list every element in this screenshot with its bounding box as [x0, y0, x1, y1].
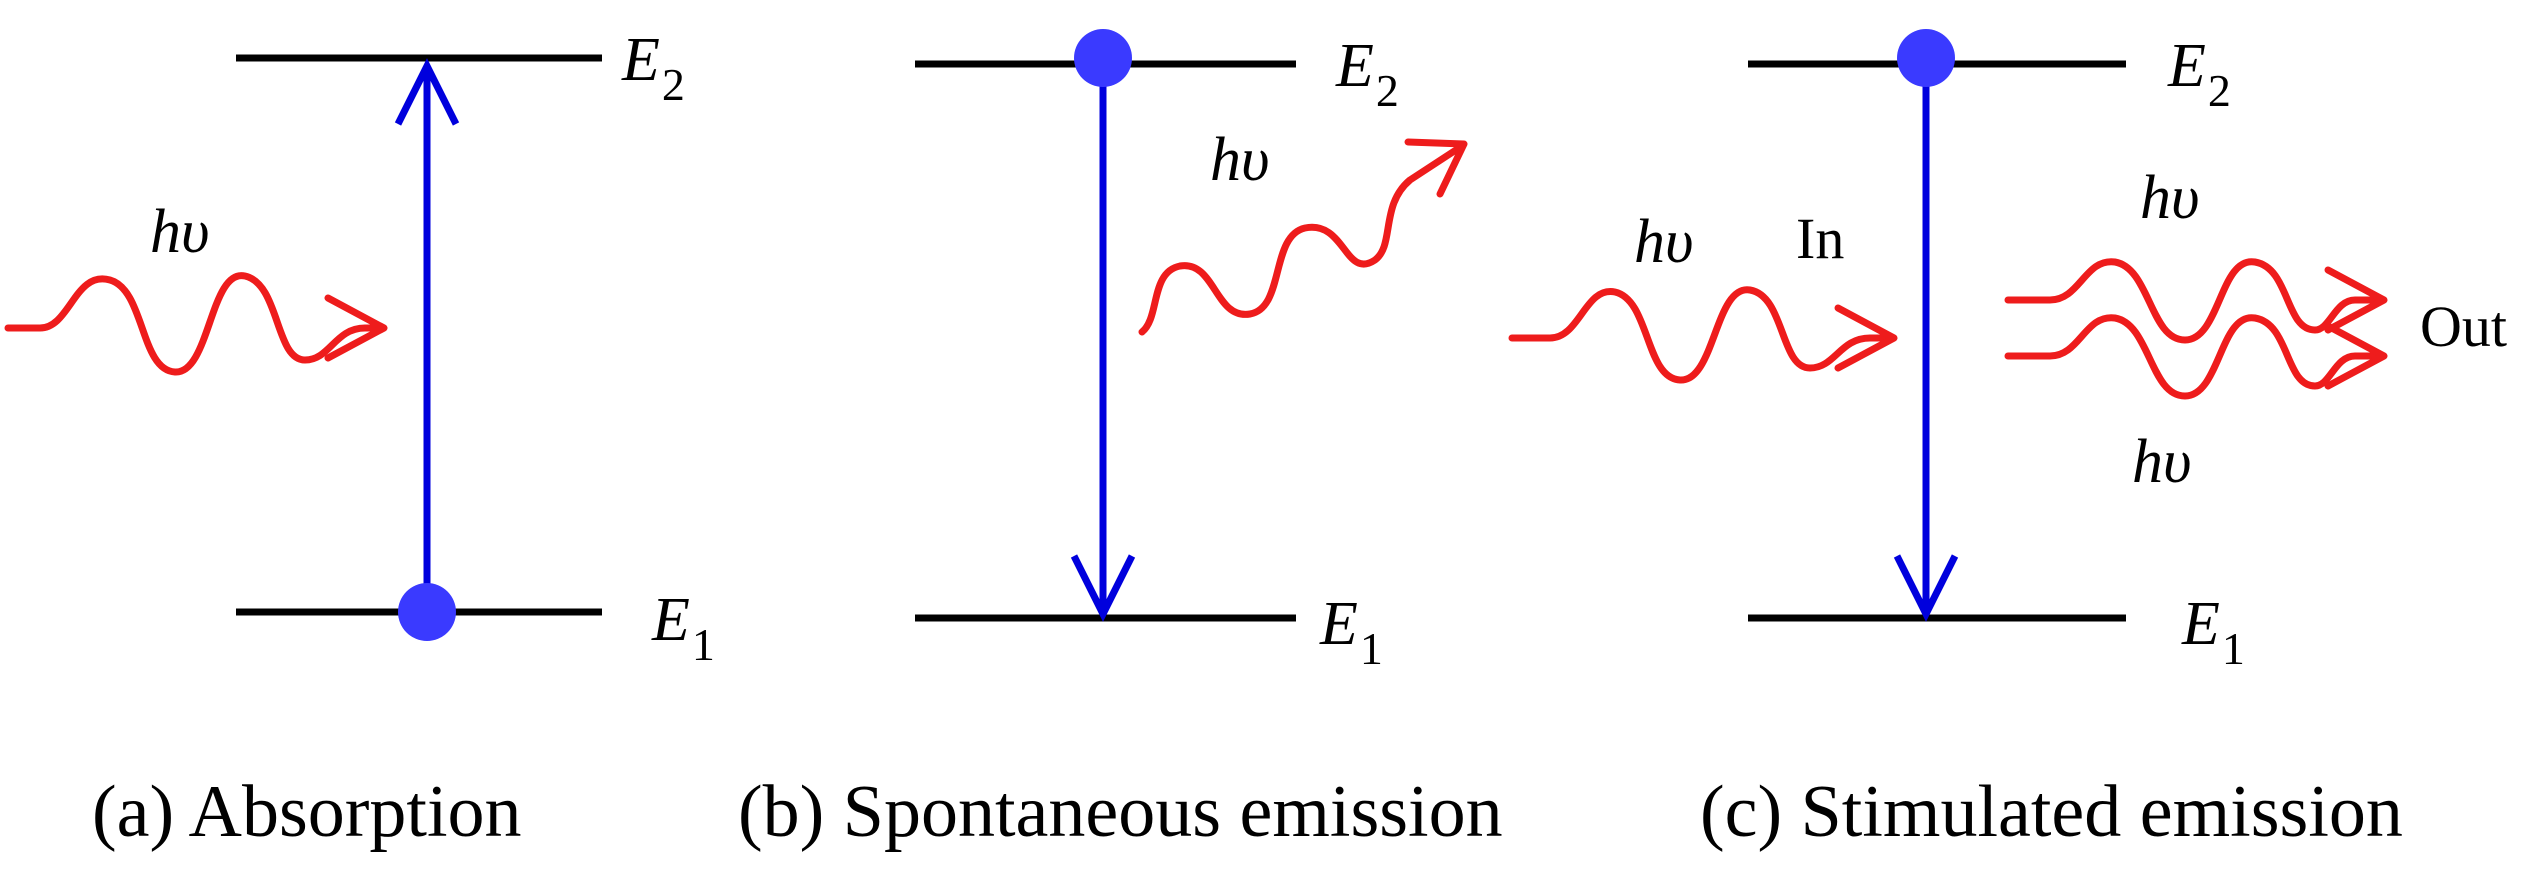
spontaneous-photon-label: hυ [1210, 126, 1269, 194]
stimulated-down-arrowhead [1893, 554, 1959, 622]
stimulated-outgoing-photon-label-top: hυ [2140, 164, 2199, 232]
panel-stimulated-emission: hυ In hυ hυ Out E2 E1 (c) Stimulated emi… [1508, 29, 2507, 853]
absorption-upper-level-label: E2 [621, 26, 685, 110]
spontaneous-down-arrowhead [1070, 554, 1136, 622]
stimulated-incoming-photon [1508, 286, 1894, 384]
spontaneous-emitted-photon [1138, 142, 1466, 336]
absorption-photon-label: hυ [150, 198, 209, 266]
absorption-caption: (a) Absorption [92, 771, 522, 853]
absorption-photon-arrowhead [324, 294, 388, 362]
stimulated-upper-level-label: E2 [2167, 32, 2231, 116]
panel-spontaneous-emission: hυ E2 E1 (b) Spontaneous emission [738, 29, 1503, 853]
spontaneous-photon-arrowhead [1404, 138, 1468, 198]
stimulated-electron [1897, 29, 1955, 87]
stimulated-in-label: In [1796, 206, 1844, 271]
stimulated-incoming-arrowhead [1834, 304, 1898, 372]
panel-absorption: hυ E2 E1 (a) Absorption [4, 26, 715, 853]
absorption-electron [398, 583, 456, 641]
spontaneous-caption: (b) Spontaneous emission [738, 771, 1503, 853]
stimulated-outgoing-arrowhead-bottom [2324, 322, 2388, 390]
stimulated-caption: (c) Stimulated emission [1700, 771, 2403, 853]
stimulated-outgoing-photon-bottom [2004, 314, 2384, 400]
spontaneous-upper-level-label: E2 [1335, 32, 1399, 116]
absorption-lower-level-label: E1 [651, 586, 715, 670]
spontaneous-electron [1074, 29, 1132, 87]
stimulated-outgoing-photon-label-bottom: hυ [2132, 428, 2191, 496]
absorption-incoming-photon [4, 272, 382, 376]
stimulated-incoming-photon-label: hυ [1634, 208, 1693, 276]
absorption-up-arrowhead [394, 58, 460, 126]
spontaneous-lower-level-label: E1 [1319, 590, 1383, 674]
stimulated-outgoing-arrowhead-top [2324, 266, 2388, 334]
stimulated-lower-level-label: E1 [2181, 590, 2245, 674]
stimulated-out-label: Out [2420, 294, 2507, 359]
stimulated-outgoing-photon-top [2004, 258, 2384, 344]
